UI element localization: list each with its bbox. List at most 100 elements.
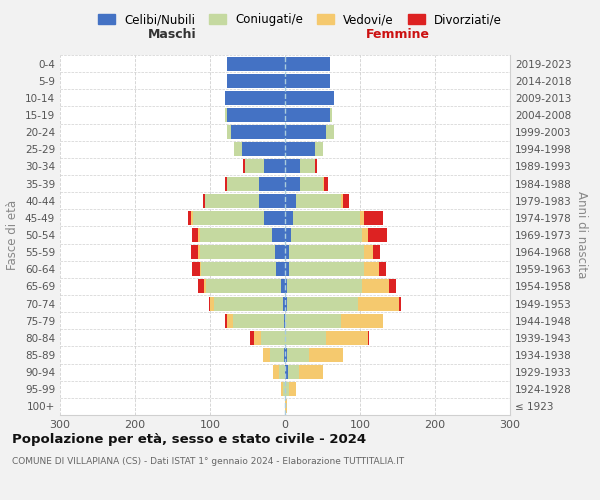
Bar bbox=[285, 314, 341, 328]
Bar bbox=[191, 245, 285, 259]
Bar bbox=[285, 91, 334, 105]
Bar bbox=[270, 348, 285, 362]
Bar bbox=[285, 74, 330, 88]
Bar bbox=[285, 160, 317, 173]
Bar bbox=[284, 314, 285, 328]
Bar bbox=[192, 228, 285, 242]
Bar bbox=[206, 280, 285, 293]
Bar bbox=[210, 296, 285, 310]
Bar bbox=[285, 382, 296, 396]
Bar bbox=[263, 348, 285, 362]
Bar bbox=[285, 142, 323, 156]
Bar bbox=[259, 176, 285, 190]
Bar bbox=[273, 365, 285, 379]
Bar bbox=[285, 176, 300, 190]
Bar bbox=[225, 91, 285, 105]
Bar bbox=[193, 211, 285, 225]
Bar bbox=[204, 280, 285, 293]
Bar bbox=[285, 280, 287, 293]
Legend: Celibi/Nubili, Coniugati/e, Vedovi/e, Divorziati/e: Celibi/Nubili, Coniugati/e, Vedovi/e, Di… bbox=[94, 8, 506, 31]
Bar bbox=[225, 91, 285, 105]
Bar bbox=[227, 56, 285, 70]
Bar bbox=[285, 108, 331, 122]
Bar bbox=[285, 348, 343, 362]
Bar bbox=[285, 280, 396, 293]
Bar bbox=[209, 296, 285, 310]
Bar bbox=[275, 245, 285, 259]
Text: COMUNE DI VILLAPIANA (CS) - Dati ISTAT 1° gennaio 2024 - Elaborazione TUTTITALIA: COMUNE DI VILLAPIANA (CS) - Dati ISTAT 1… bbox=[12, 457, 404, 466]
Bar bbox=[285, 91, 334, 105]
Bar bbox=[281, 382, 285, 396]
Bar bbox=[227, 56, 285, 70]
Bar bbox=[276, 262, 285, 276]
Bar bbox=[285, 280, 389, 293]
Bar bbox=[273, 365, 285, 379]
Y-axis label: Fasce di età: Fasce di età bbox=[7, 200, 19, 270]
Bar bbox=[227, 56, 285, 70]
Bar bbox=[285, 194, 349, 207]
Bar bbox=[285, 348, 343, 362]
Bar bbox=[227, 125, 285, 139]
Bar bbox=[285, 91, 334, 105]
Bar bbox=[285, 262, 289, 276]
Bar bbox=[250, 331, 285, 345]
Bar bbox=[285, 108, 331, 122]
Bar bbox=[285, 331, 369, 345]
Y-axis label: Anni di nascita: Anni di nascita bbox=[575, 192, 588, 278]
Bar bbox=[285, 400, 287, 413]
Bar bbox=[283, 296, 285, 310]
Bar bbox=[285, 108, 330, 122]
Bar bbox=[259, 194, 285, 207]
Bar bbox=[285, 91, 334, 105]
Bar bbox=[285, 262, 379, 276]
Bar bbox=[285, 228, 368, 242]
Bar bbox=[227, 176, 285, 190]
Bar bbox=[205, 194, 285, 207]
Bar bbox=[285, 194, 343, 207]
Bar bbox=[225, 108, 285, 122]
Bar bbox=[285, 348, 309, 362]
Bar bbox=[200, 228, 285, 242]
Bar bbox=[285, 160, 315, 173]
Bar bbox=[225, 91, 285, 105]
Bar bbox=[225, 91, 285, 105]
Bar bbox=[187, 211, 285, 225]
Bar bbox=[199, 245, 285, 259]
Bar bbox=[243, 160, 285, 173]
Bar bbox=[285, 211, 364, 225]
Bar bbox=[233, 314, 285, 328]
Bar bbox=[285, 56, 330, 70]
Bar bbox=[285, 296, 401, 310]
Bar bbox=[227, 56, 285, 70]
Bar bbox=[285, 245, 364, 259]
Bar bbox=[191, 211, 285, 225]
Bar bbox=[231, 125, 285, 139]
Bar bbox=[227, 176, 285, 190]
Bar bbox=[227, 125, 285, 139]
Bar bbox=[227, 74, 285, 88]
Bar bbox=[198, 280, 285, 293]
Bar bbox=[285, 211, 383, 225]
Bar bbox=[285, 194, 341, 207]
Bar bbox=[205, 194, 285, 207]
Bar bbox=[285, 228, 291, 242]
Bar bbox=[285, 125, 334, 139]
Text: Femmine: Femmine bbox=[365, 28, 430, 40]
Bar bbox=[285, 365, 323, 379]
Bar bbox=[234, 142, 285, 156]
Bar bbox=[225, 108, 285, 122]
Bar bbox=[227, 74, 285, 88]
Bar bbox=[285, 211, 293, 225]
Text: Popolazione per età, sesso e stato civile - 2024: Popolazione per età, sesso e stato civil… bbox=[12, 432, 366, 446]
Bar bbox=[192, 262, 285, 276]
Bar bbox=[264, 211, 285, 225]
Bar bbox=[285, 125, 326, 139]
Bar bbox=[227, 314, 285, 328]
Bar bbox=[225, 108, 285, 122]
Bar bbox=[245, 160, 285, 173]
Bar bbox=[285, 160, 300, 173]
Bar bbox=[285, 245, 289, 259]
Bar bbox=[285, 108, 331, 122]
Bar bbox=[285, 296, 287, 310]
Bar bbox=[214, 296, 285, 310]
